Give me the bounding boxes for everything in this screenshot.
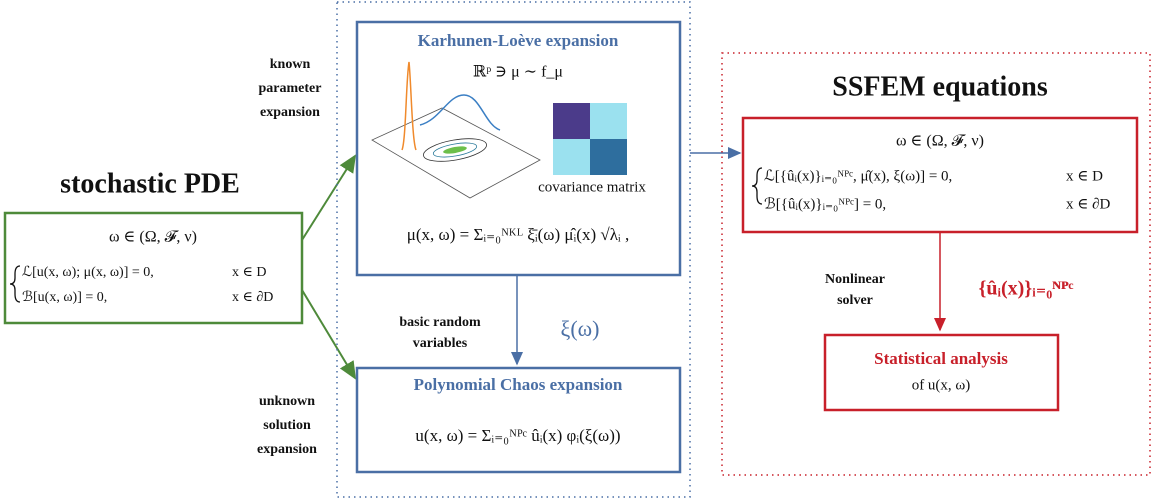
label: basic random: [399, 315, 481, 330]
analysis-title: Statistical analysis: [874, 349, 1008, 368]
ssfem-eq: ℒ[{ûᵢ(x)}ᵢ₌₀ᴺᴾᶜ, μ̂(x), ξ(ω)] = 0,: [764, 168, 952, 184]
label: expansion: [257, 442, 317, 457]
right-region: [722, 53, 1150, 475]
pde-eq: ℬ[u(x, ω)] = 0,: [22, 290, 107, 305]
pdf-illustration: [372, 62, 540, 198]
label: Nonlinear: [825, 272, 885, 287]
ssfem-title: SSFEM equations: [832, 71, 1048, 102]
matrix-label: covariance matrix: [538, 179, 646, 195]
pde-space: ω ∈ (Ω, 𝓕, ν): [109, 229, 197, 246]
label: known: [270, 57, 311, 72]
ssfem-domain: x ∈ D: [1066, 168, 1103, 184]
ssfem-domain: x ∈ ∂D: [1066, 196, 1111, 212]
pde-domain: x ∈ ∂D: [232, 290, 273, 305]
analysis-subtitle: of u(x, ω): [912, 377, 971, 393]
analysis-box: [825, 335, 1058, 410]
label: parameter: [259, 81, 322, 96]
label: variables: [413, 336, 468, 351]
brace: [752, 168, 762, 204]
left-title: stochastic PDE: [60, 168, 240, 199]
pde-domain: x ∈ D: [232, 265, 266, 280]
label: expansion: [260, 105, 320, 120]
label: solution: [263, 418, 311, 433]
xi-label: ξ(ω): [561, 316, 600, 341]
ssfem-space: ω ∈ (Ω, 𝓕, ν): [896, 133, 984, 150]
label: unknown: [259, 394, 315, 409]
coeffs-label: {ûᵢ(x)}ᵢ₌₀ᴺᴾᶜ: [978, 278, 1073, 300]
diagram: stochastic PDE ω ∈ (Ω, 𝓕, ν) ℒ[u(x, ω); …: [0, 0, 1156, 503]
kl-title: Karhunen-Loève expansion: [418, 31, 619, 50]
label: solver: [837, 293, 873, 308]
kl-distribution: ℝᵖ ∋ μ ∼ f_μ: [473, 64, 563, 81]
kl-formula: μ(x, ω) = Σᵢ₌₀ᴺᴷᴸ ξ̄ᵢ(ω) μ̂ᵢ(x) √λᵢ ,: [407, 225, 629, 244]
arrow: [302, 290, 355, 378]
pde-eq: ℒ[u(x, ω); μ(x, ω)] = 0,: [22, 265, 154, 280]
arrow: [302, 156, 355, 240]
covariance-matrix: [553, 103, 627, 175]
ssfem-eq: ℬ[{ûᵢ(x)}ᵢ₌₀ᴺᴾᶜ] = 0,: [764, 196, 886, 212]
pc-title: Polynomial Chaos expansion: [414, 375, 623, 394]
pc-formula: u(x, ω) = Σᵢ₌₀ᴺᴾᶜ ûᵢ(x) φᵢ(ξ(ω)): [415, 426, 620, 445]
brace: [10, 266, 20, 302]
